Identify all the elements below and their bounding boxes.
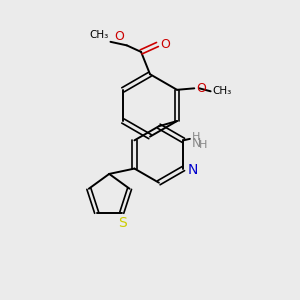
Text: S: S — [118, 216, 127, 230]
Text: N: N — [187, 163, 198, 177]
Text: O: O — [115, 30, 124, 43]
Text: O: O — [160, 38, 170, 51]
Text: N: N — [192, 137, 201, 150]
Text: O: O — [196, 82, 206, 95]
Text: H: H — [199, 140, 207, 150]
Text: CH₃: CH₃ — [212, 86, 231, 96]
Text: CH₃: CH₃ — [90, 30, 109, 40]
Text: H: H — [192, 132, 200, 142]
